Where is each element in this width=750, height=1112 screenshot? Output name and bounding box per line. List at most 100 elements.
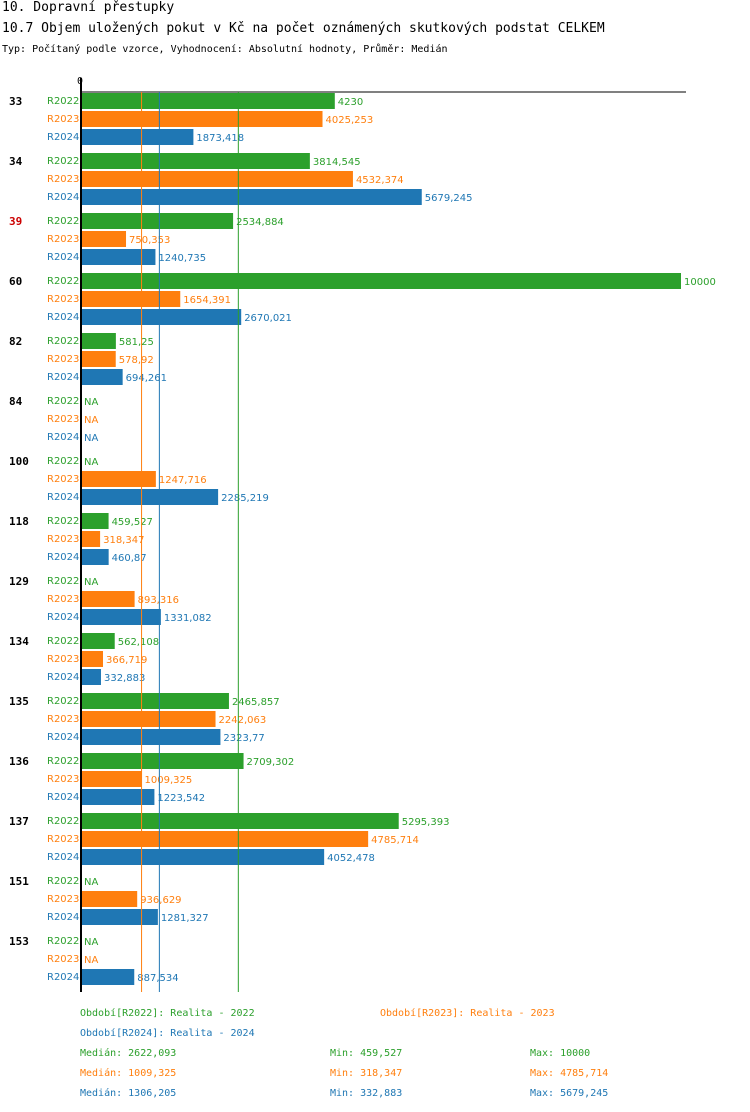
data-label: 332,883	[104, 673, 145, 684]
series-label: R2022	[47, 576, 79, 587]
series-label: R2024	[47, 612, 79, 623]
bar	[81, 651, 104, 667]
bar	[81, 729, 221, 745]
data-label: 3814,545	[313, 157, 361, 168]
bar	[81, 969, 135, 985]
group-label: 151	[9, 875, 29, 888]
data-label: 2285,219	[221, 493, 269, 504]
series-label: R2023	[47, 834, 79, 845]
series-label: R2022	[47, 456, 79, 467]
legend-r2024: Období[R2024]: Realita - 2024	[80, 1028, 255, 1039]
data-label: 366,719	[106, 655, 147, 666]
series-label: R2024	[47, 852, 79, 863]
data-label: NA	[84, 937, 98, 948]
series-label: R2023	[47, 894, 79, 905]
group-label: 136	[9, 755, 29, 768]
series-label: R2022	[47, 876, 79, 887]
bar	[81, 549, 109, 565]
series-label: R2022	[47, 516, 79, 527]
series-label: R2023	[47, 174, 79, 185]
data-label: 562,108	[118, 637, 159, 648]
bar-chart: 033R20224230R20234025,253R20241873,41834…	[9, 76, 716, 992]
data-label: NA	[84, 877, 98, 888]
data-label: 5295,393	[402, 817, 450, 828]
group-label: 82	[9, 335, 22, 348]
data-label: 2709,302	[247, 757, 295, 768]
bar	[81, 351, 116, 367]
data-label: 4230	[338, 97, 363, 108]
bar	[81, 831, 369, 847]
series-label: R2023	[47, 594, 79, 605]
bar	[81, 753, 244, 769]
legend-r2022: Období[R2022]: Realita - 2022	[80, 1008, 255, 1019]
page-title: 10. Dopravní přestupky	[2, 0, 175, 15]
data-label: 4785,714	[371, 835, 419, 846]
bar	[81, 291, 181, 307]
bar	[81, 171, 353, 187]
series-label: R2023	[47, 654, 79, 665]
series-label: R2022	[47, 936, 79, 947]
series-label: R2022	[47, 336, 79, 347]
bar	[81, 309, 242, 325]
bar	[81, 771, 142, 787]
stat-median-r2024: Medián: 1306,205	[80, 1088, 177, 1099]
series-label: R2023	[47, 114, 79, 125]
bar	[81, 849, 325, 865]
stat-min-r2023: Min: 318,347	[330, 1068, 403, 1079]
data-label: 2465,857	[232, 697, 280, 708]
stat-median-r2023: Medián: 1009,325	[80, 1068, 177, 1079]
data-label: NA	[84, 457, 98, 468]
bar	[81, 231, 127, 247]
data-label: NA	[84, 577, 98, 588]
data-label: 578,92	[119, 355, 154, 366]
bar	[81, 591, 135, 607]
series-label: R2022	[47, 156, 79, 167]
group-label: 84	[9, 395, 23, 408]
stat-min-r2024: Min: 332,883	[330, 1088, 403, 1099]
data-label: 1654,391	[183, 295, 231, 306]
series-label: R2022	[47, 756, 79, 767]
data-label: 1281,327	[161, 913, 209, 924]
bar	[81, 471, 156, 487]
group-label: 100	[9, 455, 29, 468]
stat-max-r2022: Max: 10000	[530, 1048, 591, 1059]
data-label: 1873,418	[196, 133, 244, 144]
data-label: 936,629	[140, 895, 181, 906]
series-label: R2024	[47, 432, 79, 443]
data-label: 1247,716	[159, 475, 207, 486]
group-label: 135	[9, 695, 29, 708]
group-label: 137	[9, 815, 29, 828]
bar	[81, 189, 422, 205]
stat-max-r2023: Max: 4785,714	[530, 1068, 609, 1079]
series-label: R2023	[47, 414, 79, 425]
data-label: 1331,082	[164, 613, 212, 624]
series-label: R2024	[47, 552, 79, 563]
data-label: 318,347	[103, 535, 144, 546]
series-label: R2023	[47, 294, 79, 305]
data-label: 460,87	[112, 553, 147, 564]
data-label: 1240,735	[158, 253, 206, 264]
bar	[81, 111, 323, 127]
series-label: R2022	[47, 396, 79, 407]
series-label: R2022	[47, 96, 79, 107]
data-label: NA	[84, 397, 98, 408]
bar	[81, 489, 219, 505]
data-label: 5679,245	[425, 193, 473, 204]
bar	[81, 273, 681, 289]
group-label: 129	[9, 575, 29, 588]
bar	[81, 609, 161, 625]
group-label: 60	[9, 275, 22, 288]
group-label: 39	[9, 215, 22, 228]
data-label: 4052,478	[327, 853, 375, 864]
data-label: 750,353	[129, 235, 170, 246]
group-label: 34	[9, 155, 23, 168]
bar	[81, 711, 216, 727]
data-label: 1009,325	[145, 775, 193, 786]
bar	[81, 531, 101, 547]
series-label: R2023	[47, 534, 79, 545]
series-label: R2022	[47, 696, 79, 707]
stat-max-r2024: Max: 5679,245	[530, 1088, 609, 1099]
series-label: R2024	[47, 912, 79, 923]
data-label: 893,316	[138, 595, 179, 606]
bar	[81, 813, 399, 829]
